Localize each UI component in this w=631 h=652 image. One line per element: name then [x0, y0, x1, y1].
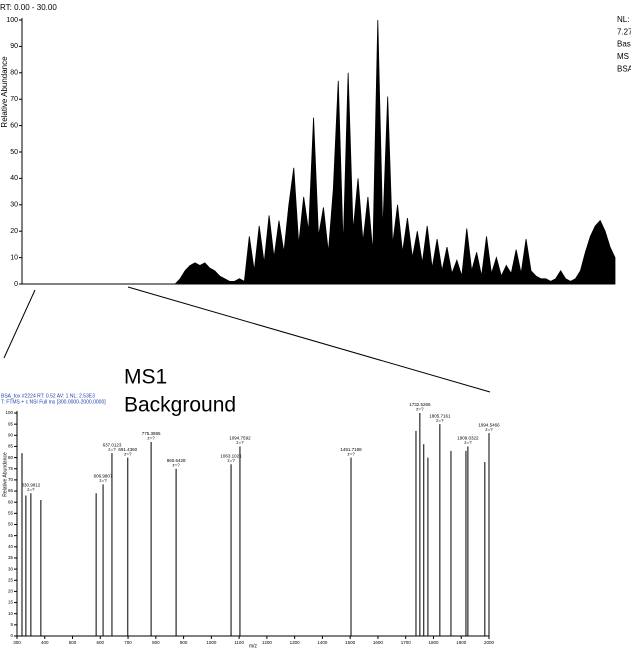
x-tick-label: 600	[97, 640, 105, 645]
charge-label: z=?	[27, 487, 35, 492]
y-tick-label: 70	[8, 477, 14, 482]
header: RT: 0.00 - 30.00	[0, 3, 57, 12]
x-tick-label: 1900	[456, 640, 467, 645]
y-tick-label: 40	[10, 175, 18, 182]
charge-label: z=?	[227, 458, 235, 463]
x-tick-label: 1100	[234, 640, 244, 645]
x-tick-label: 1600	[373, 640, 384, 645]
side-label: 7.27E8	[617, 27, 631, 36]
y-tick-label: 15	[8, 600, 14, 605]
peak-label: 1491.7198	[340, 447, 362, 452]
annotation: MS1	[124, 366, 167, 389]
x-tick-label: 800	[152, 640, 160, 645]
y-tick-label: 55	[8, 511, 14, 516]
peak-label: 1732.5265	[409, 402, 431, 407]
header: T: FTMS + c NSI Full ms [300.0000-2000.0…	[1, 399, 106, 405]
y-tick-label: 40	[8, 544, 14, 549]
y-axis-label: Relative Abundance	[0, 56, 9, 128]
x-tick-label: 1500	[345, 640, 356, 645]
x-tick-label: 2000	[484, 640, 495, 645]
y-tick-label: 45	[8, 533, 14, 538]
peak-label: 1909.0322	[457, 436, 479, 441]
y-tick-label: 10	[10, 254, 18, 261]
charge-label: z=?	[147, 436, 155, 441]
side-label: Base	[617, 40, 631, 49]
y-tick-label: 90	[8, 432, 14, 437]
peak-label: 330.9812	[21, 482, 40, 487]
y-tick-label: 35	[8, 555, 14, 560]
y-axis-label: Relative Abundance	[2, 452, 8, 497]
y-tick-label: 0	[10, 633, 13, 638]
x-tick-label: 700	[124, 640, 132, 645]
y-tick-label: 30	[10, 202, 18, 209]
zoom-line	[127, 286, 491, 393]
y-tick-label: 90	[10, 43, 18, 50]
charge-label: z=?	[485, 427, 493, 432]
y-tick-label: 60	[8, 499, 14, 504]
x-axis-label: m/z	[249, 643, 258, 649]
charge-label: z=?	[172, 462, 180, 467]
header: BSA_tox #2224 RT: 0.52 AV: 1 NL: 2.53E3	[1, 393, 95, 399]
x-tick-label: 1000	[206, 640, 217, 645]
y-tick-label: 80	[8, 455, 14, 460]
peak-label: 1805.7161	[429, 413, 451, 418]
x-tick-label: 1800	[428, 640, 439, 645]
peak-label: 637.0123	[103, 442, 122, 447]
y-tick-label: 100	[6, 17, 18, 24]
chromatogram-trace	[22, 19, 616, 285]
y-tick-label: 100	[5, 410, 13, 415]
x-tick-label: 1700	[401, 640, 412, 645]
y-tick-label: 65	[8, 488, 14, 493]
y-tick-label: 0	[14, 281, 18, 288]
charge-label: z=?	[124, 451, 132, 456]
x-tick-label: 1300	[290, 640, 301, 645]
charge-label: z=?	[108, 447, 116, 452]
side-label: MS	[617, 52, 629, 61]
y-tick-label: 25	[8, 577, 14, 582]
side-label: BSA_	[617, 64, 631, 73]
y-tick-label: 5	[10, 622, 13, 627]
charge-label: z=?	[236, 440, 244, 445]
peak-label: 606.9807	[94, 474, 113, 479]
y-tick-label: 70	[10, 96, 18, 103]
y-tick-label: 20	[8, 589, 14, 594]
y-tick-label: 75	[8, 466, 14, 471]
y-tick-label: 10	[8, 611, 14, 616]
x-tick-label: 1400	[317, 640, 328, 645]
charge-label: z=?	[436, 418, 444, 423]
charge-label: z=?	[99, 478, 107, 483]
y-tick-label: 30	[8, 566, 14, 571]
y-tick-label: 95	[8, 421, 14, 426]
charge-label: z=?	[347, 451, 355, 456]
charge-label: z=?	[416, 407, 424, 412]
y-tick-label: 60	[10, 122, 18, 129]
x-tick-label: 400	[41, 640, 49, 645]
peak-label: 1994.5466	[478, 422, 500, 427]
x-tick-label: 1200	[262, 640, 273, 645]
y-tick-label: 20	[10, 228, 18, 235]
y-tick-label: 85	[8, 444, 14, 449]
peak-label: 775.3885	[142, 431, 161, 436]
charge-label: z=?	[464, 440, 472, 445]
peak-label: 1094.7592	[229, 436, 251, 441]
peak-label: 1063.1021	[220, 453, 242, 458]
x-tick-label: 300	[13, 640, 21, 645]
x-tick-label: 900	[180, 640, 188, 645]
y-tick-label: 50	[8, 522, 14, 527]
x-tick-label: 500	[69, 640, 77, 645]
peak-label: 860.6428	[167, 458, 186, 463]
y-tick-label: 50	[10, 149, 18, 156]
zoom-line	[3, 289, 36, 359]
y-tick-label: 80	[10, 70, 18, 77]
peak-label: 691.4360	[118, 447, 137, 452]
annotation: Background	[124, 394, 236, 417]
side-label: NL:	[617, 15, 629, 24]
